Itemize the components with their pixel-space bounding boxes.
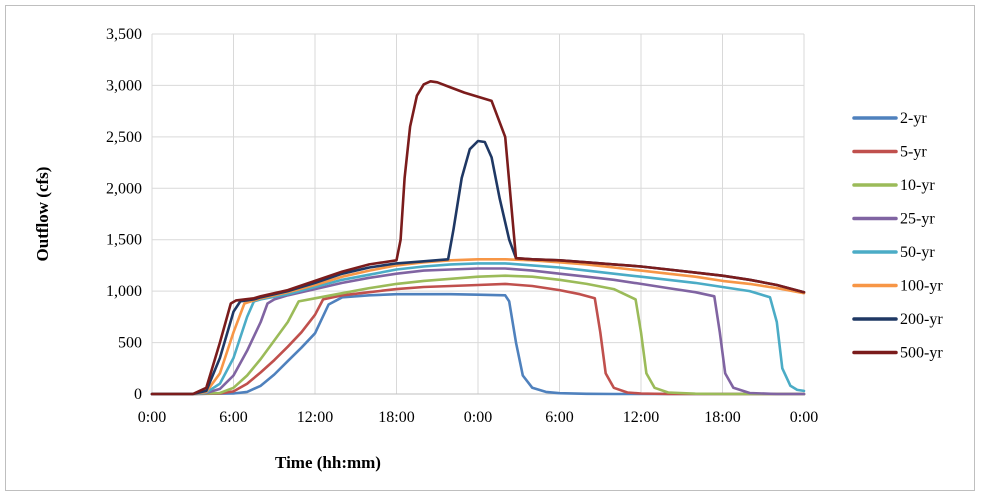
chart-frame: 0 500 1,000 1,500 2,000 2,500 3,000 3,500 0:00 6… bbox=[5, 5, 975, 491]
legend-label: 200-yr bbox=[900, 311, 943, 328]
x-tick-label: 18:00 bbox=[704, 409, 740, 426]
legend-label: 25-yr bbox=[900, 211, 935, 228]
x-tick-label: 6:00 bbox=[219, 409, 247, 426]
series-line-50-yr bbox=[150, 262, 806, 396]
x-tick-label: 6:00 bbox=[545, 409, 573, 426]
x-axis-ticks: 0:00 6:00 12:00 18:00 0:00 6:00 12:00 18:00 0:00 bbox=[138, 409, 818, 426]
y-tick-label: 3,000 bbox=[106, 77, 142, 94]
y-tick-label: 2,500 bbox=[106, 129, 142, 146]
outflow-chart: 0 500 1,000 1,500 2,000 2,500 3,000 3,500 0:00 6… bbox=[33, 26, 943, 472]
legend-label: 10-yr bbox=[900, 177, 935, 194]
y-tick-label: 2,000 bbox=[106, 180, 142, 197]
grid-layer bbox=[151, 33, 805, 395]
series-line-10-yr bbox=[150, 274, 806, 396]
y-tick-label: 3,500 bbox=[106, 26, 142, 43]
x-tick-label: 12:00 bbox=[623, 409, 659, 426]
legend-label: 100-yr bbox=[900, 278, 943, 295]
x-tick-label: 18:00 bbox=[378, 409, 414, 426]
x-axis-title: Time (hh:mm) bbox=[275, 453, 381, 472]
y-tick-label: 1,000 bbox=[106, 283, 142, 300]
series-line-25-yr bbox=[150, 267, 806, 396]
legend: 2-yr 5-yr 10-yr 25-yr 50-yr 100-yr 200-yr 500-y… bbox=[852, 110, 943, 362]
legend-label: 500-yr bbox=[900, 345, 943, 362]
y-axis-ticks: 0 500 1,000 1,500 2,000 2,500 3,000 3,500 bbox=[106, 26, 142, 403]
y-tick-label: 1,500 bbox=[106, 232, 142, 249]
series-line-500-yr bbox=[150, 80, 806, 396]
y-axis-title: Outflow (cfs) bbox=[33, 167, 52, 262]
x-tick-label: 12:00 bbox=[297, 409, 333, 426]
y-tick-label: 500 bbox=[118, 335, 142, 352]
legend-label: 2-yr bbox=[900, 110, 927, 127]
legend-label: 5-yr bbox=[900, 144, 927, 161]
x-tick-label: 0:00 bbox=[790, 409, 818, 426]
series-layer bbox=[150, 80, 806, 396]
series-line-5-yr bbox=[150, 282, 806, 396]
legend-label: 50-yr bbox=[900, 244, 935, 261]
x-tick-label: 0:00 bbox=[464, 409, 492, 426]
y-tick-label: 0 bbox=[134, 386, 142, 403]
series-line-2-yr bbox=[150, 292, 806, 396]
x-tick-label: 0:00 bbox=[138, 409, 166, 426]
